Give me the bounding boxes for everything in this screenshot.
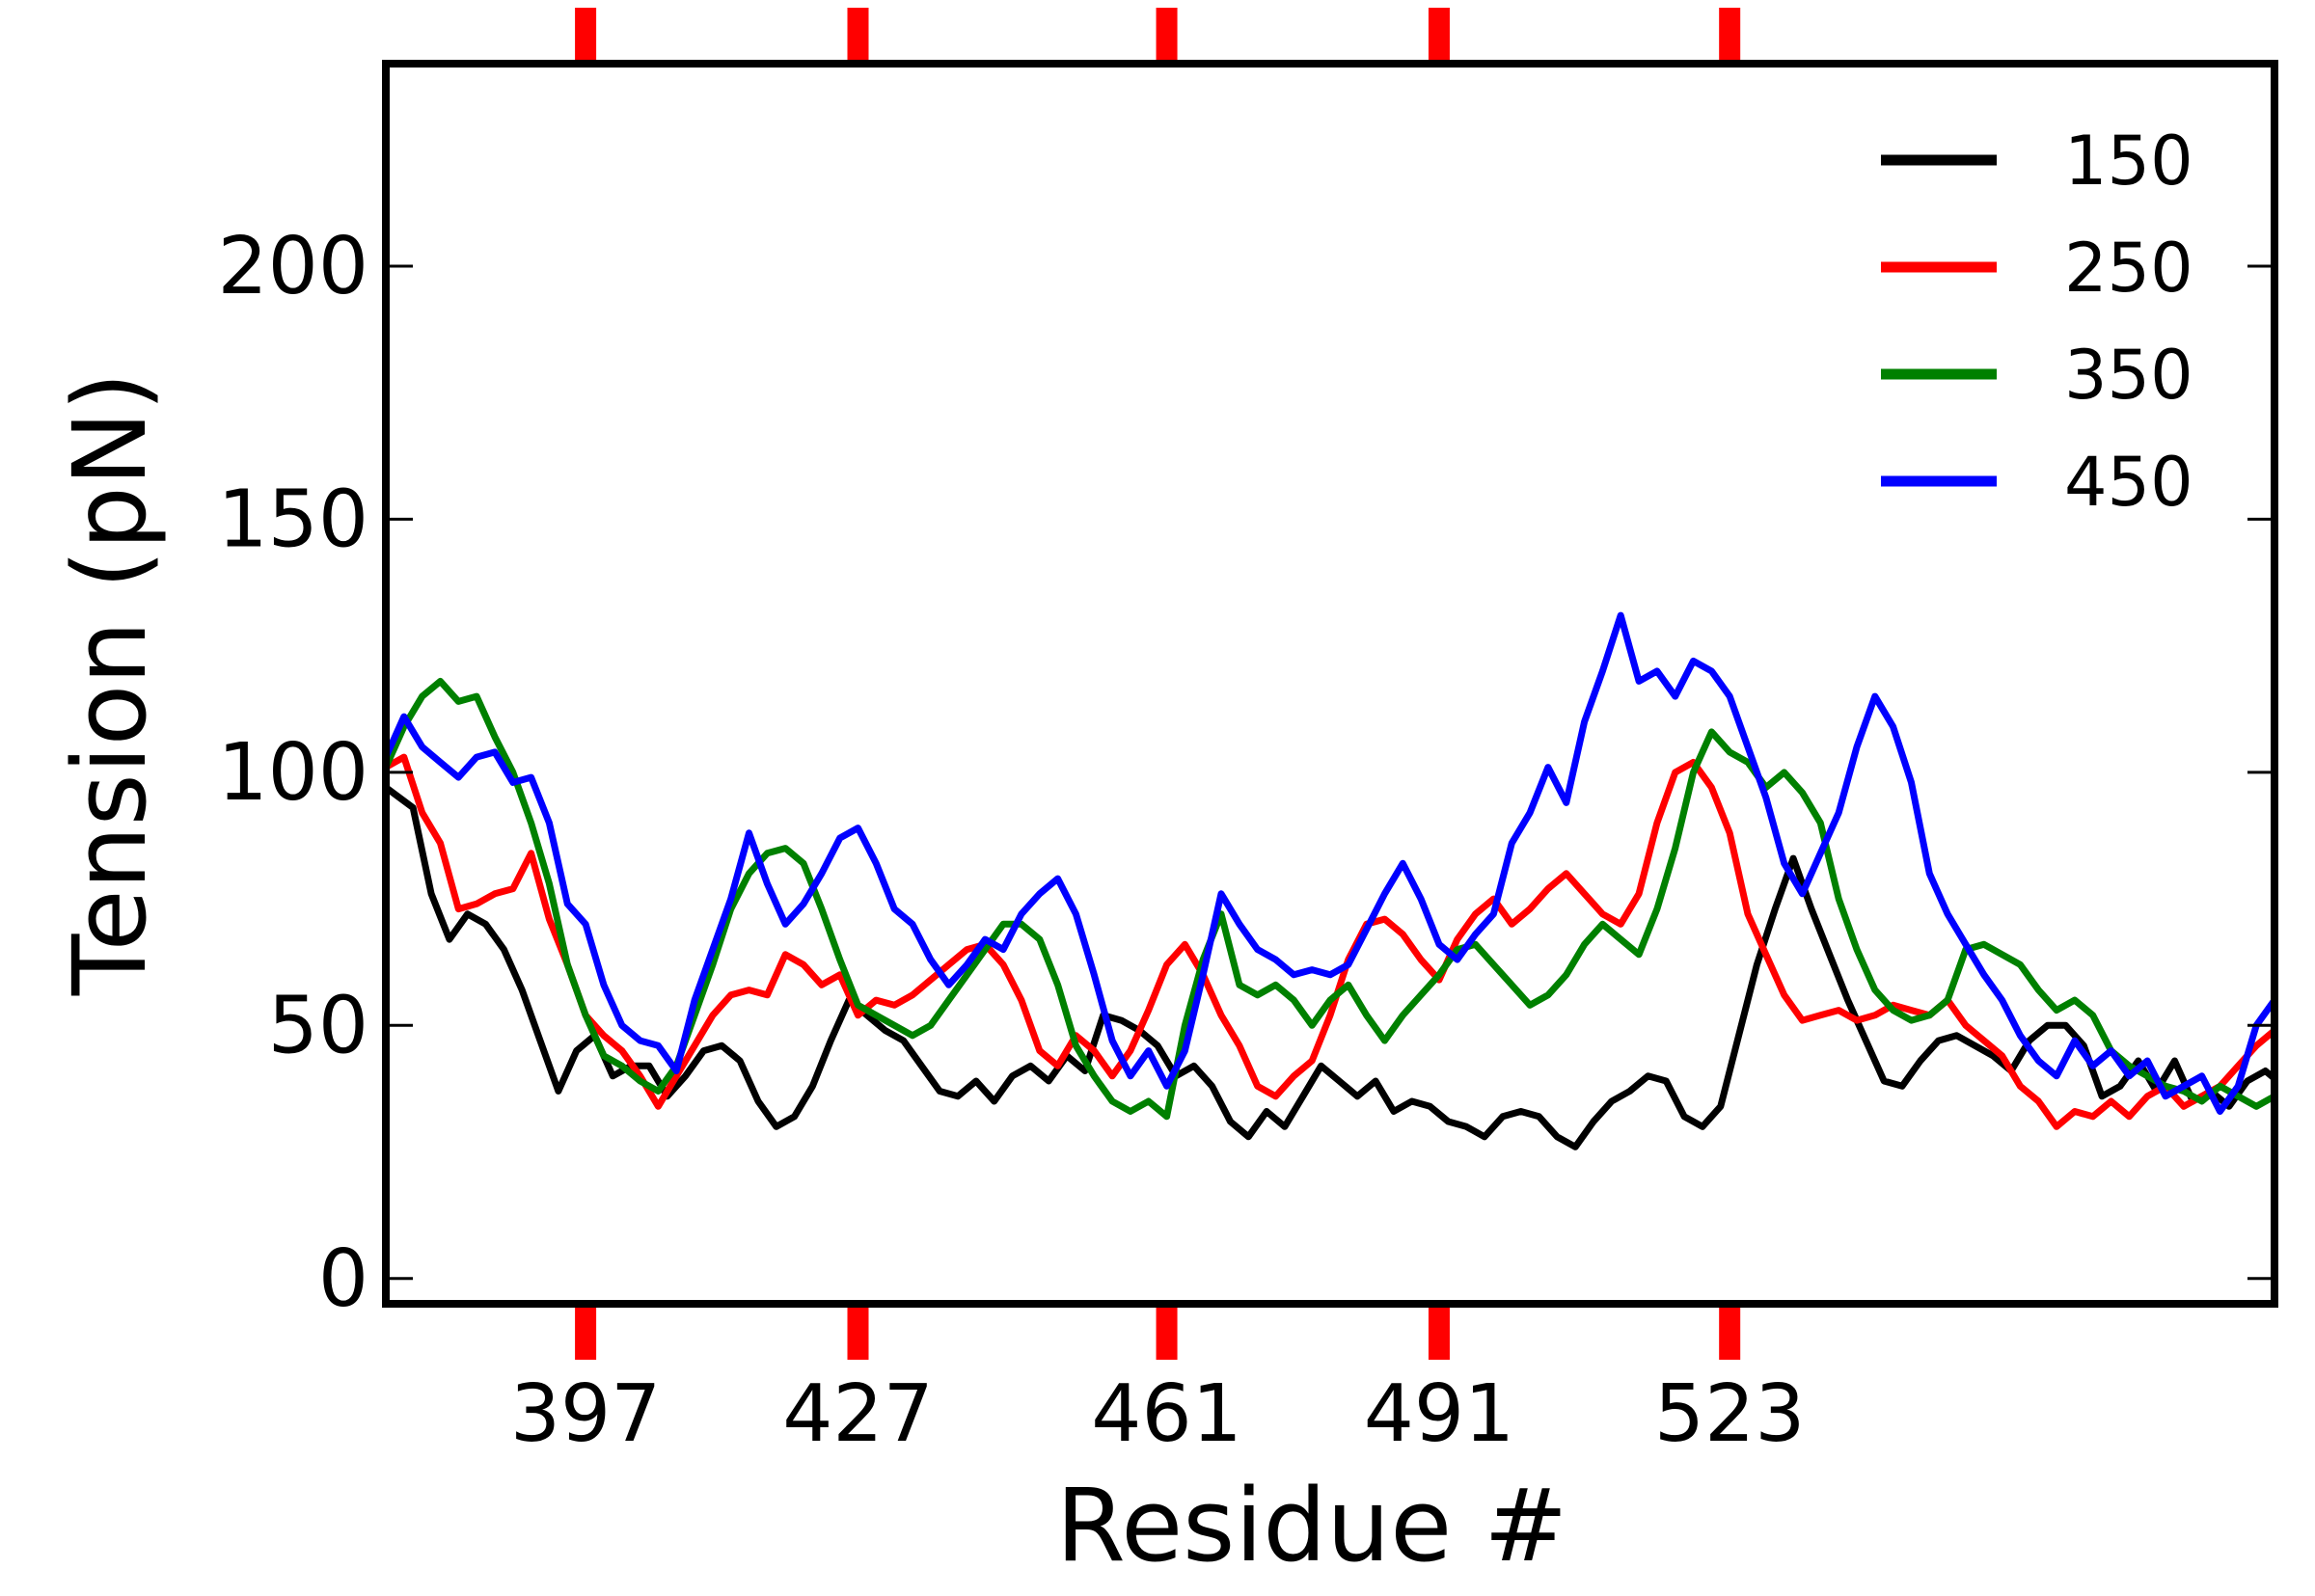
y-tick-label-0: 0 — [318, 1233, 368, 1325]
residue-marker-bottom-491 — [1428, 1304, 1450, 1360]
residue-marker-top-427 — [847, 8, 869, 64]
residue-marker-bottom-461 — [1156, 1304, 1178, 1360]
plot-frame — [382, 60, 2278, 1308]
series-line-350 — [386, 677, 2274, 1121]
legend-label-350: 350 — [2064, 336, 2193, 415]
y-axis-ticks: 0 50 100 150 200 — [217, 221, 2274, 1325]
y-tick-label-100: 100 — [217, 727, 368, 819]
x-tick-label-491: 491 — [1364, 1368, 1515, 1460]
x-tick-label-523: 523 — [1654, 1368, 1806, 1460]
legend-label-150: 150 — [2064, 122, 2193, 201]
residue-marker-top-491 — [1428, 8, 1450, 64]
legend: 150 250 350 450 — [1881, 122, 2193, 522]
x-tick-label-427: 427 — [782, 1368, 934, 1460]
y-tick-label-200: 200 — [217, 221, 368, 312]
series-line-150 — [386, 784, 2274, 1150]
residue-markers-bottom — [575, 1304, 1741, 1360]
x-tick-label-461: 461 — [1091, 1368, 1242, 1460]
series-line-250 — [386, 753, 2274, 1130]
series-layer — [386, 611, 2274, 1150]
residue-marker-bottom-523 — [1719, 1304, 1741, 1360]
residue-marker-top-523 — [1719, 8, 1741, 64]
y-tick-label-50: 50 — [268, 980, 368, 1071]
residue-marker-bottom-397 — [575, 1304, 597, 1360]
residue-markers-top — [575, 8, 1741, 64]
residue-marker-top-461 — [1156, 8, 1178, 64]
legend-label-250: 250 — [2064, 229, 2193, 308]
x-axis-ticks: 397 427 461 491 523 — [510, 1368, 1806, 1460]
y-tick-label-150: 150 — [217, 473, 368, 565]
residue-marker-top-397 — [575, 8, 597, 64]
x-tick-label-397: 397 — [510, 1368, 662, 1460]
y-axis-label: Tension (pN) — [51, 372, 169, 996]
x-axis-label: Residue # — [1056, 1467, 1568, 1584]
residue-marker-bottom-427 — [847, 1304, 869, 1360]
series-line-450 — [386, 611, 2274, 1115]
legend-label-450: 450 — [2064, 443, 2193, 522]
